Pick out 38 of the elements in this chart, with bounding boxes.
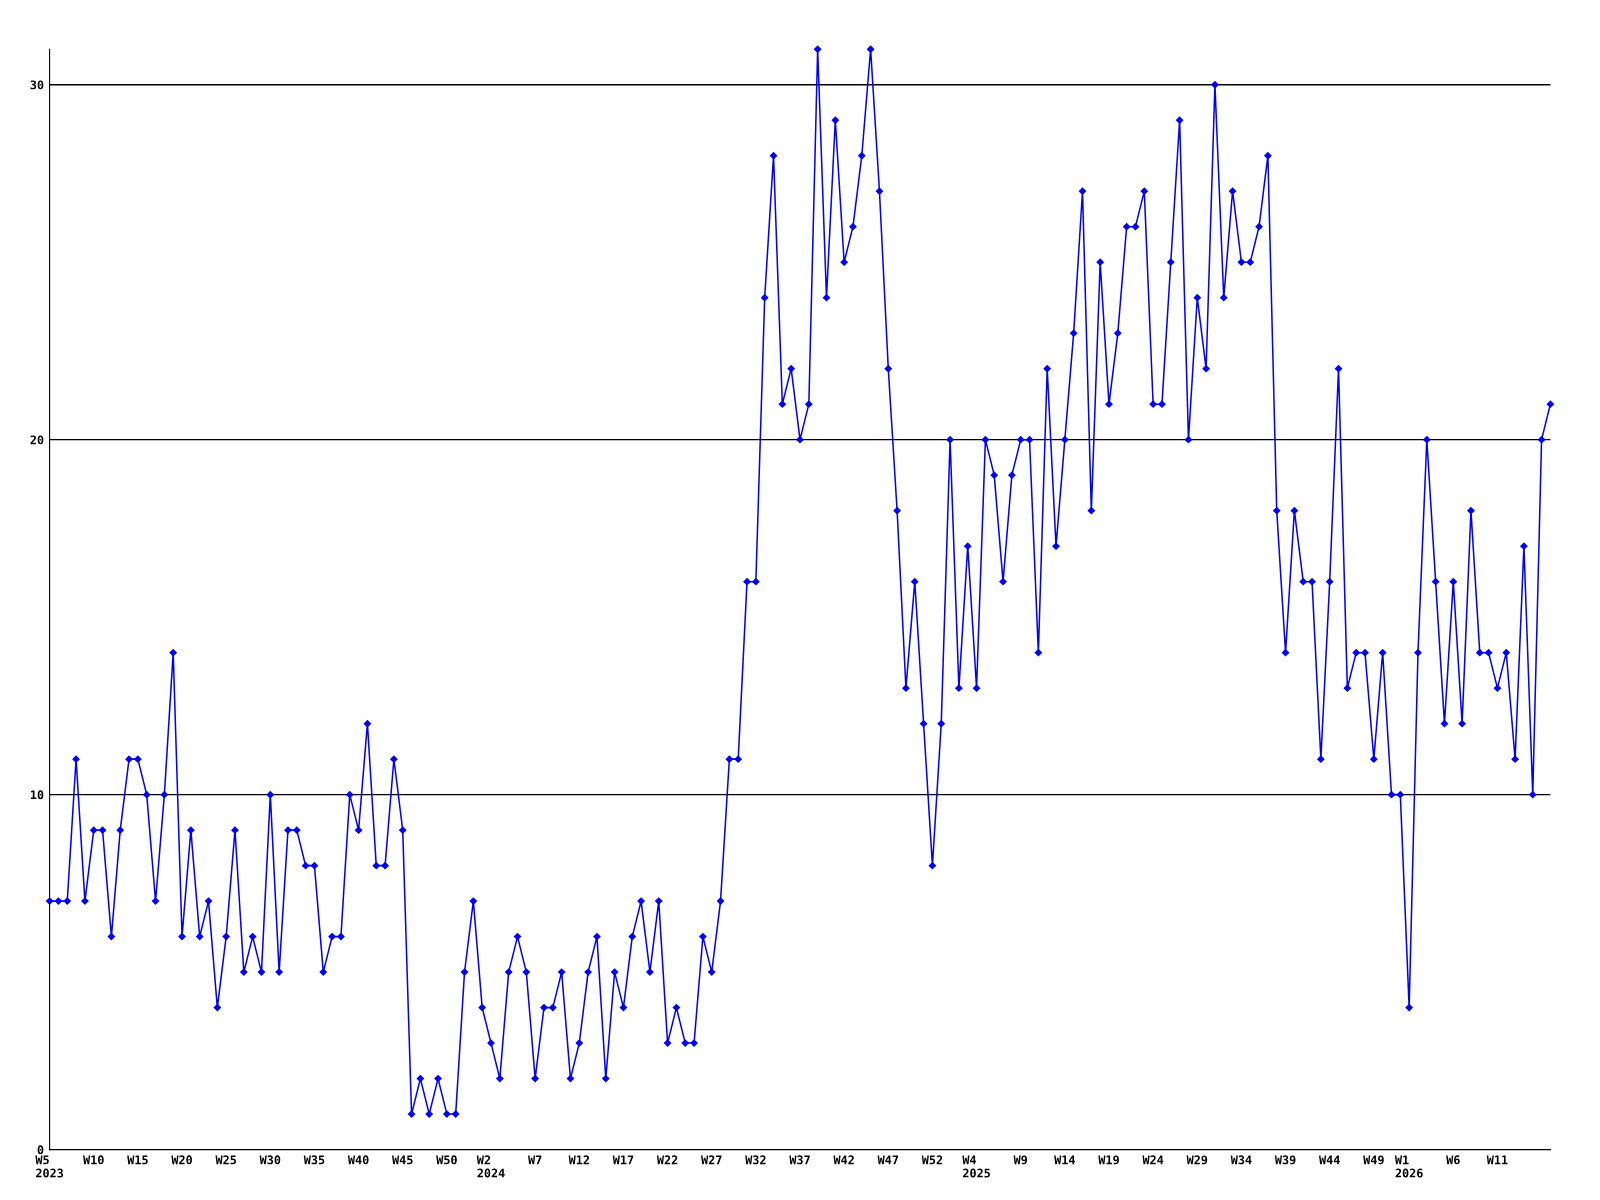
x-tick-label: W15: [127, 1155, 148, 1165]
x-tick-label: W10: [83, 1155, 104, 1165]
x-tick-label: W14: [1054, 1155, 1075, 1165]
x-tick-label: W19: [1098, 1155, 1119, 1165]
x-tick-label: W40: [347, 1155, 369, 1165]
x-tick-label: W27: [701, 1155, 722, 1165]
x-tick-label: W49: [1363, 1155, 1384, 1165]
x-tick-label: W5 2023: [35, 1155, 64, 1178]
x-tick-label: W42: [833, 1155, 854, 1165]
x-tick-label: W50: [436, 1155, 457, 1165]
x-tick-label: W17: [612, 1155, 634, 1165]
x-tick-label: W39: [1274, 1155, 1296, 1165]
x-tick-label: W7: [528, 1155, 542, 1165]
x-tick-label: W11: [1486, 1155, 1508, 1165]
x-tick-label: W47: [877, 1155, 899, 1165]
y-tick-label: 30: [30, 80, 44, 90]
y-tick-label: 10: [30, 790, 44, 800]
x-tick-label: W45: [392, 1155, 413, 1165]
x-tick-label: W4 2025: [962, 1155, 990, 1178]
x-tick-label: W29: [1186, 1155, 1208, 1165]
x-tick-label: W24: [1142, 1155, 1164, 1165]
x-tick-label: W9: [1013, 1155, 1028, 1165]
x-tick-label: W1 2026: [1394, 1155, 1423, 1178]
x-tick-label: W34: [1230, 1155, 1252, 1165]
y-tick-label: 0: [37, 1145, 44, 1155]
x-tick-label: W32: [745, 1155, 766, 1165]
x-tick-label: W20: [171, 1155, 192, 1165]
x-tick-label: W30: [259, 1155, 281, 1165]
x-tick-label: W52: [921, 1155, 943, 1165]
x-tick-label: W12: [568, 1155, 589, 1165]
x-tick-label: W2 2024: [476, 1155, 505, 1178]
x-tick-label: W37: [789, 1155, 810, 1165]
x-tick-label: W35: [303, 1155, 325, 1165]
x-tick-label: W44: [1319, 1155, 1340, 1165]
x-tick-label: W22: [656, 1155, 678, 1165]
y-tick-label: 20: [30, 435, 44, 445]
x-tick-label: W6: [1446, 1155, 1460, 1165]
x-tick-label: W25: [215, 1155, 237, 1165]
